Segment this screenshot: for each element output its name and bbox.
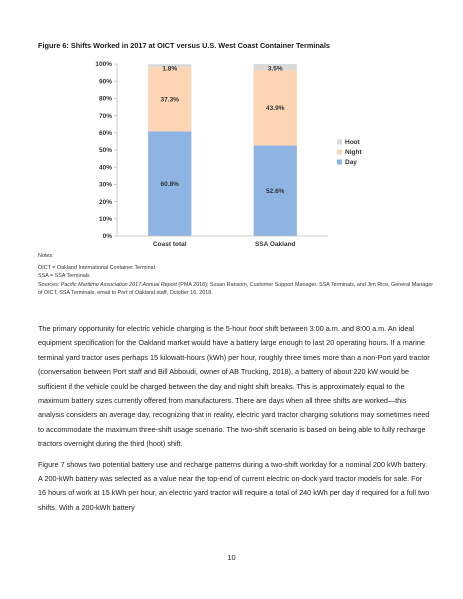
x-category-label: SSA Oakland <box>255 241 296 248</box>
y-tick-label: 40% <box>99 164 112 171</box>
page-number: 10 <box>227 553 236 562</box>
notes-line: OICT = Oakland International Container T… <box>38 265 155 272</box>
bars: 60.8% 37.3% 1.8% 52.6% 43.9% 3.5% <box>148 64 297 236</box>
y-tick-label: 100% <box>95 61 112 68</box>
y-tick-label: 50% <box>99 147 112 154</box>
data-label: 52.6% <box>266 188 285 195</box>
y-tick-label: 20% <box>99 199 112 206</box>
legend-swatch-hoot <box>337 139 342 145</box>
sources-prefix: Sources: <box>38 281 61 288</box>
paragraph-text: shift between 3:00 a.m. and 8:00 a.m. An… <box>38 324 430 449</box>
x-category-label: Coast total <box>153 241 187 248</box>
data-label: 1.8% <box>162 66 177 73</box>
legend-swatch-night <box>337 149 342 155</box>
y-axis: 0% 10% 20% 30% 40% 50% 60% 70% 80% 90% 100% <box>95 61 118 240</box>
bar-segment-hoot <box>148 64 192 68</box>
x-axis: Coast total SSA Oakland <box>117 235 328 248</box>
hoot-term: hoot <box>248 324 263 333</box>
legend-label: Day <box>345 159 357 166</box>
data-label: 43.9% <box>266 105 285 112</box>
bar-segment-hoot <box>253 64 297 71</box>
legend-swatch-day <box>337 159 342 165</box>
bar-segment-night <box>148 67 192 132</box>
y-tick-label: 70% <box>99 113 112 120</box>
bar-segment-day <box>148 131 192 236</box>
y-tick-label: 0% <box>103 233 113 240</box>
bar-segment-day <box>253 145 297 236</box>
sources-italic: Pacific Maritime Association 2017 Annual… <box>60 281 177 288</box>
legend-label: Night <box>345 149 362 156</box>
paragraph: Figure 7 shows two potential battery use… <box>38 459 430 512</box>
bar-segment-night <box>253 70 297 146</box>
notes-line: SSA = SSA Terminals <box>38 273 90 280</box>
data-label: 60.8% <box>161 181 180 188</box>
sources-rest: (PMA 2018); Susan Ransom, Customer Suppo… <box>38 281 434 296</box>
paragraph-text: The primary opportunity for electric veh… <box>38 324 249 333</box>
y-tick-label: 80% <box>99 96 112 103</box>
figure-title: Figure 6: Shifts Worked in 2017 at OICT … <box>38 41 330 50</box>
notes-sources: Sources: Pacific Maritime Association 20… <box>38 281 433 297</box>
notes-heading: Notes: <box>38 253 54 259</box>
legend: Hoot Night Day <box>337 139 362 166</box>
y-tick-label: 90% <box>99 78 112 85</box>
y-tick-label: 60% <box>99 130 112 137</box>
legend-label: Hoot <box>345 139 361 146</box>
stacked-bar-chart: 0% 10% 20% 30% 40% 50% 60% 70% 80% 90% 100% 60.8% 3… <box>95 61 362 248</box>
paragraph: The primary opportunity for electric veh… <box>38 322 430 452</box>
y-tick-label: 30% <box>99 182 112 189</box>
data-label: 3.5% <box>268 66 283 73</box>
figure-notes: Notes: OICT = Oakland International Cont… <box>38 252 433 297</box>
data-label: 37.3% <box>161 97 180 104</box>
y-tick-label: 10% <box>99 216 112 223</box>
body-text: The primary opportunity for electric veh… <box>38 322 430 521</box>
